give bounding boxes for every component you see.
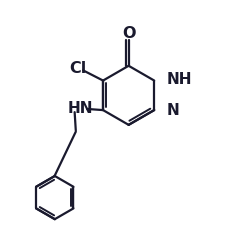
Text: HN: HN	[67, 102, 93, 116]
Text: N: N	[166, 103, 178, 118]
Text: NH: NH	[166, 72, 191, 87]
Text: Cl: Cl	[69, 60, 86, 76]
Text: O: O	[121, 26, 135, 41]
